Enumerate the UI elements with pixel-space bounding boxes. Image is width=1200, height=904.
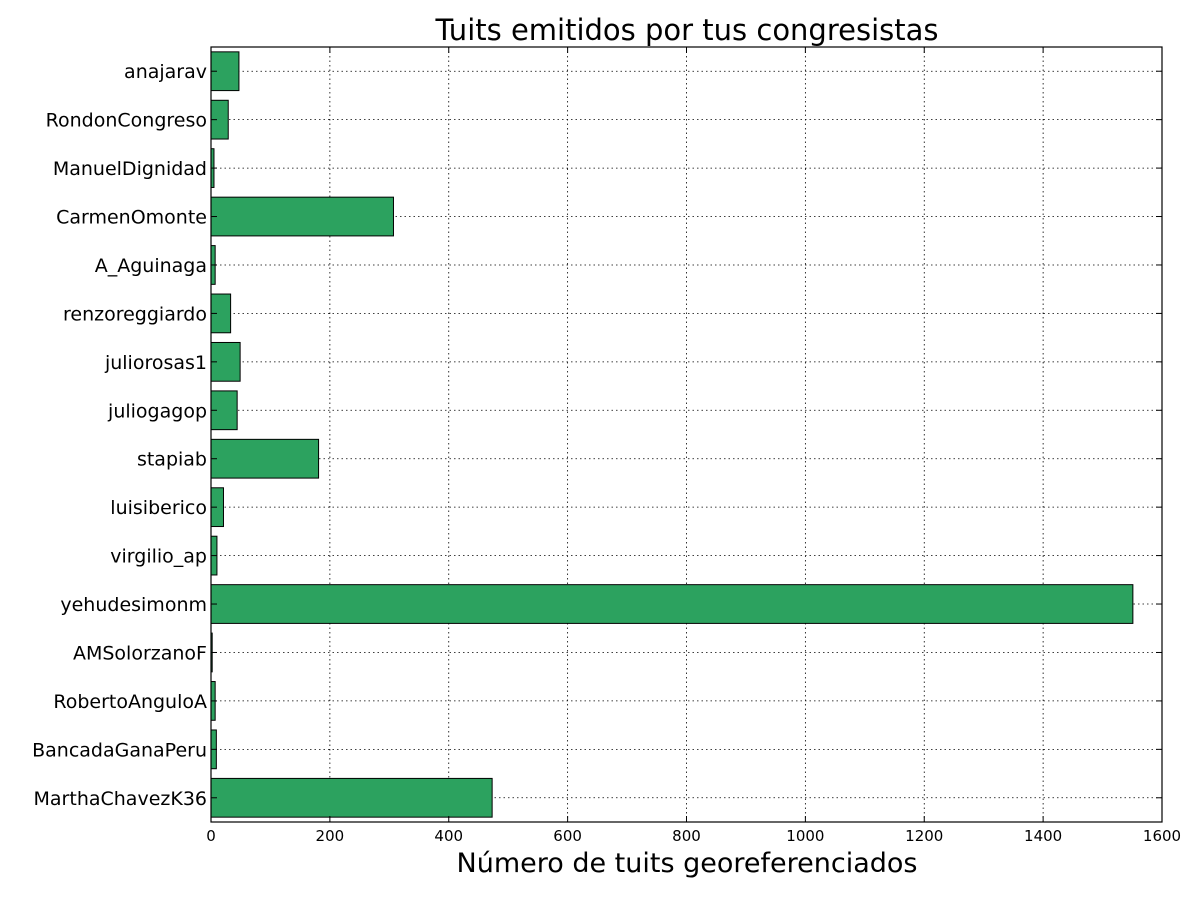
bars: [210, 51, 1134, 818]
x-tick-label: 1200: [905, 827, 943, 845]
y-tick-label: BancadaGanaPeru: [32, 739, 207, 761]
x-tick-labels: 0 200 400 600 800 1000 1200 1400 1600: [206, 827, 1181, 845]
y-tick-label: yehudesimonm: [60, 594, 207, 616]
y-tick-label: anajarav: [124, 61, 207, 83]
plot-frame: [210, 46, 1163, 823]
y-tick-label: luisiberico: [110, 497, 207, 519]
y-tick-label: renzoreggiardo: [63, 303, 207, 325]
y-tick-label: AMSolorzanoF: [73, 642, 207, 664]
y-tick-label: A_Aguinaga: [95, 255, 207, 277]
x-tick-label: 1600: [1143, 827, 1181, 845]
y-tick-label: RobertoAnguloA: [53, 691, 207, 713]
y-tick-label: MarthaChavezK36: [34, 788, 207, 810]
bar-stapiab: [210, 438, 320, 479]
x-tick-label: 1000: [786, 827, 824, 845]
x-tick-label: 200: [316, 827, 345, 845]
y-tick-labels: anajarav RondonCongreso ManuelDignidad Carm…: [32, 61, 207, 810]
bar-yehudesimonm: [210, 584, 1134, 624]
x-tick-label: 1400: [1024, 827, 1062, 845]
chart-title: Tuits emitidos por tus congresistas: [435, 13, 939, 47]
bar-MarthaChavezK36: [210, 777, 493, 818]
bar-CarmenOmonte: [210, 196, 394, 237]
y-tick-label: virgilio_ap: [110, 546, 207, 568]
y-tick-label: CarmenOmonte: [56, 207, 207, 229]
x-tick-label: 600: [553, 827, 582, 845]
y-tick-label: juliogagop: [107, 400, 207, 422]
y-tick-label: stapiab: [137, 449, 207, 471]
x-tick-label: 400: [434, 827, 463, 845]
x-axis-label: Número de tuits georeferenciados: [457, 848, 918, 879]
bar-anajarav: [210, 51, 240, 92]
y-tick-label: RondonCongreso: [46, 110, 207, 132]
x-tick-label: 0: [206, 827, 216, 845]
y-tick-label: juliorosas1: [104, 352, 207, 374]
y-tick-label: ManuelDignidad: [53, 158, 207, 180]
x-tick-label: 800: [672, 827, 701, 845]
grid-lines: [210, 47, 1163, 822]
